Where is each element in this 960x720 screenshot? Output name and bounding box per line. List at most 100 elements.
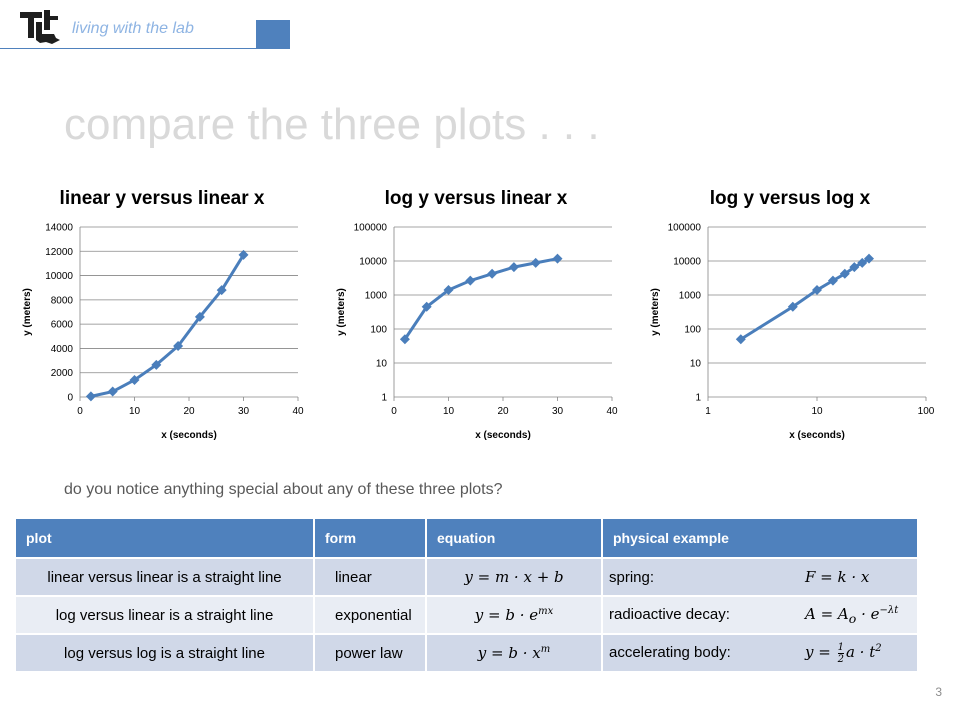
- table-row: linear versus linear is a straight line …: [16, 557, 919, 596]
- y-tick-label: 12000: [45, 247, 73, 258]
- example-equation: A = Ao · e−λt: [805, 604, 899, 626]
- example-eq-base: A = A: [805, 604, 849, 623]
- y-tick-label: 10: [690, 359, 702, 370]
- equation-exponent: mx: [538, 606, 554, 617]
- y-tick-label: 1000: [365, 291, 388, 302]
- y-tick-label: 10000: [359, 257, 387, 268]
- data-point-marker: [129, 375, 140, 385]
- data-point-marker: [849, 262, 860, 273]
- fraction-denominator: 2: [837, 653, 844, 665]
- data-point-marker: [857, 257, 868, 268]
- y-tick-label: 100000: [354, 223, 388, 234]
- data-point-marker: [839, 268, 850, 279]
- data-point-marker: [827, 275, 838, 286]
- data-point-marker: [530, 257, 541, 268]
- header-form: form: [314, 519, 427, 558]
- series-line: [90, 254, 245, 398]
- y-tick-label: 100: [370, 325, 387, 336]
- page-number: 3: [935, 685, 942, 699]
- header-accent-block: [256, 20, 290, 49]
- cell-form: power law: [314, 633, 427, 671]
- cell-form: linear: [314, 557, 427, 596]
- equation-base: y = b · x: [477, 644, 541, 662]
- cell-plot: log versus log is a straight line: [16, 633, 315, 671]
- y-tick-label: 10000: [45, 271, 73, 282]
- cell-equation: y = b · emx: [426, 595, 603, 634]
- example-label: accelerating body:: [609, 644, 731, 661]
- data-point-marker: [173, 341, 184, 351]
- data-point-marker: [864, 253, 875, 264]
- y-tick-label: 10: [376, 359, 388, 370]
- example-eq-subscript: o: [848, 610, 857, 626]
- x-tick-label: 30: [552, 406, 564, 417]
- y-tick-label: 1: [381, 393, 387, 404]
- header-plot: plot: [16, 519, 315, 558]
- x-tick-label: 40: [292, 406, 304, 417]
- header-tagline: living with the lab: [72, 20, 194, 37]
- x-tick-label: 100: [918, 406, 935, 417]
- example-equation: F = k · x: [805, 568, 870, 586]
- chart-title: linear y versus linear x: [60, 188, 265, 209]
- x-tick-label: 30: [238, 406, 250, 417]
- x-tick-label: 10: [443, 406, 455, 417]
- example-eq-left: y =: [805, 643, 836, 661]
- example-eq-exponent: −λt: [879, 604, 899, 616]
- x-tick-label: 10: [129, 406, 141, 417]
- y-tick-label: 100000: [668, 223, 702, 234]
- y-tick-label: 10000: [673, 257, 701, 268]
- data-point-marker: [735, 334, 746, 345]
- cell-physical-example: radioactive decay: A = Ao · e−λt: [602, 595, 919, 634]
- cell-equation: y = m · x + b: [426, 557, 603, 596]
- table-row: log versus linear is a straight line exp…: [16, 595, 919, 634]
- data-point-marker: [107, 386, 118, 397]
- x-tick-label: 20: [497, 406, 509, 417]
- example-label: radioactive decay:: [609, 605, 730, 623]
- y-tick-label: 0: [67, 393, 73, 404]
- data-point-marker: [399, 334, 410, 345]
- question-text: do you notice anything special about any…: [64, 481, 503, 498]
- slide-title: compare the three plots . . .: [64, 100, 600, 149]
- example-eq-mid: · e: [856, 604, 880, 623]
- y-tick-label: 2000: [51, 368, 74, 379]
- x-tick-label: 40: [606, 406, 618, 417]
- data-point-marker: [487, 268, 498, 279]
- y-tick-label: 1000: [679, 291, 702, 302]
- cell-plot: linear versus linear is a straight line: [16, 557, 315, 596]
- chart-log-log: log y versus log x 1 10 100 1000 10000 100000 1…: [650, 188, 935, 441]
- equation-base: y = b · e: [474, 606, 539, 624]
- equation-exponent: m: [540, 644, 551, 655]
- example-eq-exponent: 2: [875, 643, 882, 654]
- data-point-marker: [552, 253, 563, 264]
- chart-linear-linear: linear y versus linear x 0 2000 4000 6000 800…: [22, 188, 304, 441]
- cell-physical-example: spring: F = k · x: [602, 557, 919, 596]
- y-axis-label: y (meters): [22, 288, 33, 336]
- series-line: [740, 257, 870, 341]
- x-axis-label: x (seconds): [789, 430, 845, 441]
- header-equation: equation: [426, 519, 603, 558]
- data-point-marker: [238, 249, 249, 260]
- table-row: log versus log is a straight line power …: [16, 633, 919, 671]
- x-axis-label: x (seconds): [475, 430, 531, 441]
- data-point-marker: [508, 262, 519, 273]
- summary-table: plot form equation physical example line…: [16, 519, 919, 671]
- x-tick-label: 20: [183, 406, 195, 417]
- example-label: spring:: [609, 569, 655, 586]
- y-axis-label: y (meters): [336, 288, 347, 336]
- y-tick-label: 1: [695, 393, 701, 404]
- header-physical-example: physical example: [602, 519, 919, 558]
- y-tick-label: 4000: [51, 344, 74, 355]
- data-point-marker: [151, 359, 162, 370]
- data-point-marker: [216, 285, 227, 296]
- chart-log-linear: log y versus linear x1101001000100001000…: [336, 188, 618, 441]
- x-axis-label: x (seconds): [161, 430, 217, 441]
- y-tick-label: 8000: [51, 295, 74, 306]
- data-point-marker: [787, 301, 798, 312]
- series-line: [403, 257, 558, 341]
- x-tick-label: 0: [391, 406, 397, 417]
- y-tick-label: 100: [684, 325, 701, 336]
- data-point-marker: [194, 311, 205, 322]
- data-point-marker: [465, 275, 476, 286]
